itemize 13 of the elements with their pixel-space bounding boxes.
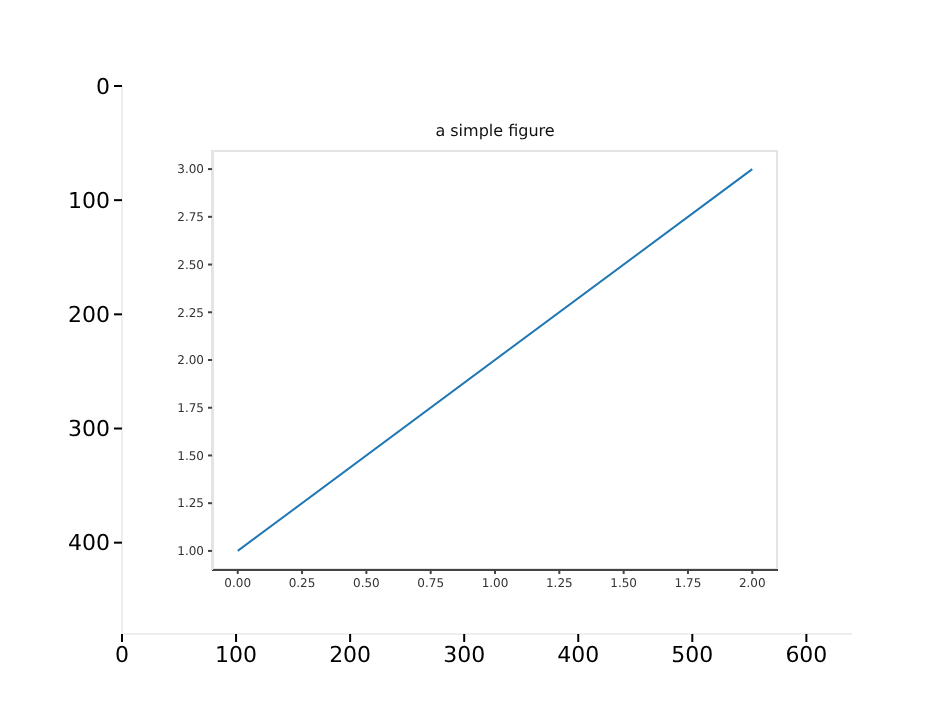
x-tick-label: 100 (215, 641, 258, 668)
y-tick-label: 100 (68, 187, 110, 214)
x-tick-label: 200 (329, 641, 372, 668)
x-tick-label: 600 (785, 641, 828, 668)
chart-title: a simple figure (433, 122, 557, 140)
x-tick-label: 400 (557, 641, 600, 668)
y-tick-label: 400 (68, 530, 110, 557)
x-tick-label: 300 (443, 641, 486, 668)
y-tick-label: 0 (96, 73, 110, 100)
y-tick-label: 300 (68, 416, 110, 443)
x-tick-label: 500 (671, 641, 714, 668)
y-tick-label: 200 (68, 302, 110, 329)
x-tick-label: 0 (115, 641, 129, 668)
